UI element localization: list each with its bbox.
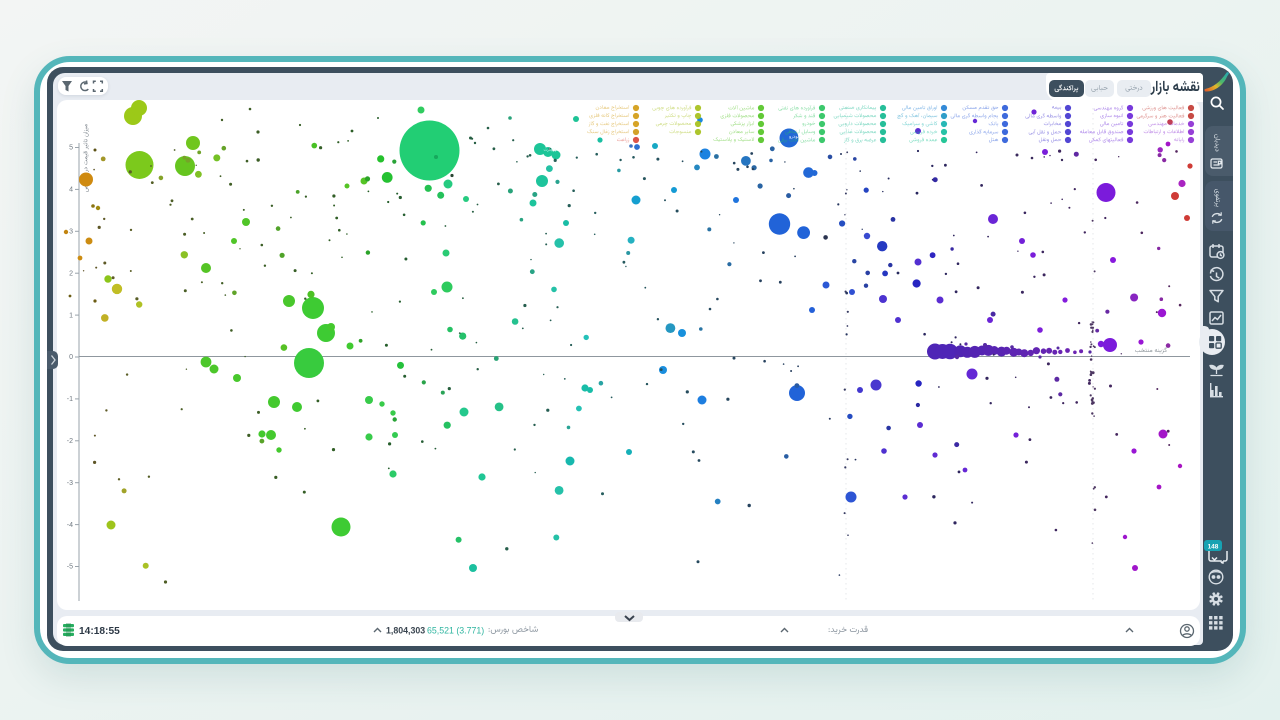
svg-text:65,521 (3.771): 65,521 (3.771) (427, 625, 484, 635)
svg-text:148: 148 (1208, 543, 1219, 550)
svg-text:14:18:55: 14:18:55 (79, 626, 120, 637)
svg-text:4: 4 (69, 187, 73, 194)
svg-text:-2: -2 (67, 438, 73, 445)
svg-text:1: 1 (69, 312, 73, 319)
svg-text:-3: -3 (67, 480, 73, 487)
svg-text:2: 2 (69, 270, 73, 277)
svg-text:1,804,303: 1,804,303 (386, 625, 425, 635)
svg-text:-5: -5 (67, 564, 73, 571)
svg-text:3: 3 (69, 229, 73, 236)
svg-text:-1: -1 (67, 396, 73, 403)
svg-text:5: 5 (69, 145, 73, 152)
svg-text:0: 0 (69, 354, 73, 361)
svg-text:-4: -4 (67, 522, 73, 529)
